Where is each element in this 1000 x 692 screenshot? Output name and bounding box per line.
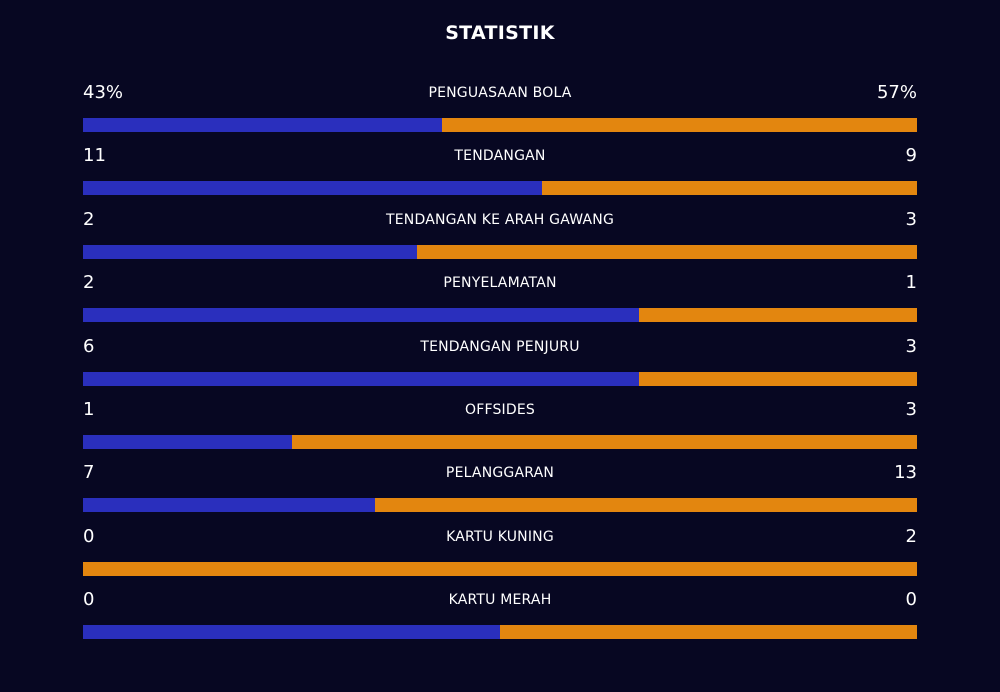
stat-label: KARTU MERAH <box>448 592 552 609</box>
away-value: 9 <box>905 145 917 167</box>
away-bar-fill <box>291 434 917 449</box>
home-value: 2 <box>83 208 95 230</box>
page-title: STATISTIK <box>445 22 555 44</box>
stat-label: PENYELAMATAN <box>443 275 557 292</box>
comparison-bar <box>83 118 917 132</box>
comparison-bar <box>83 181 917 196</box>
comparison-bar <box>83 244 917 259</box>
stat-label: TENDANGAN PENJURU <box>420 338 580 355</box>
home-value: 43% <box>83 82 124 103</box>
comparison-bar <box>83 561 917 576</box>
away-bar-fill <box>639 371 917 386</box>
stat-label: TENDANGAN <box>454 148 546 165</box>
home-value: 0 <box>83 589 95 611</box>
home-bar-fill <box>83 244 417 259</box>
away-value: 57% <box>876 82 917 103</box>
comparison-bar <box>83 371 917 386</box>
home-bar-fill <box>83 434 292 449</box>
comparison-bar <box>83 498 917 513</box>
stat-row-shots: 11 TENDANGAN 9 <box>83 143 917 206</box>
stat-row-yellow-cards: 0 KARTU KUNING 2 <box>83 524 917 587</box>
stat-label: KARTU KUNING <box>446 528 554 545</box>
home-bar-fill <box>83 625 500 640</box>
home-bar-fill <box>83 118 442 132</box>
away-value: 3 <box>905 335 917 357</box>
away-value: 3 <box>905 208 917 230</box>
home-value: 11 <box>83 145 106 167</box>
stat-label: TENDANGAN KE ARAH GAWANG <box>385 211 614 228</box>
away-bar-fill <box>639 308 917 323</box>
away-bar-fill <box>500 625 917 640</box>
away-bar-fill <box>83 561 917 576</box>
stat-row-offsides: 1 OFFSIDES 3 <box>83 397 917 460</box>
stat-row-possession: 43% PENGUASAAN BOLA 57% <box>83 80 917 143</box>
comparison-bar <box>83 308 917 323</box>
home-bar-fill <box>83 371 640 386</box>
stat-row-red-cards: 0 KARTU MERAH 0 <box>83 587 917 650</box>
home-bar-fill <box>83 498 375 513</box>
away-value: 1 <box>905 272 917 294</box>
stat-label: PELANGGARAN <box>445 465 555 482</box>
comparison-bar <box>83 434 917 449</box>
away-value: 0 <box>905 589 917 611</box>
away-value: 13 <box>894 462 917 484</box>
away-bar-fill <box>374 498 917 513</box>
home-value: 6 <box>83 335 95 357</box>
stat-label: PENGUASAAN BOLA <box>428 85 572 101</box>
away-bar-fill <box>441 118 917 132</box>
stats-list: 43% PENGUASAAN BOLA 57% 11 TENDANGAN 9 2… <box>83 80 917 651</box>
away-value: 2 <box>905 525 917 547</box>
home-bar-fill <box>83 181 542 196</box>
away-bar-fill <box>416 244 917 259</box>
stat-row-corners: 6 TENDANGAN PENJURU 3 <box>83 334 917 397</box>
home-value: 7 <box>83 462 95 484</box>
away-bar-fill <box>541 181 917 196</box>
home-value: 2 <box>83 272 95 294</box>
stat-row-shots-on-target: 2 TENDANGAN KE ARAH GAWANG 3 <box>83 207 917 270</box>
home-value: 1 <box>83 398 95 420</box>
comparison-bar <box>83 625 917 640</box>
stat-label: OFFSIDES <box>464 401 535 418</box>
stat-row-fouls: 7 PELANGGARAN 13 <box>83 460 917 523</box>
home-bar-fill <box>83 308 640 323</box>
away-value: 3 <box>905 398 917 420</box>
stat-row-saves: 2 PENYELAMATAN 1 <box>83 270 917 333</box>
home-value: 0 <box>83 525 95 547</box>
